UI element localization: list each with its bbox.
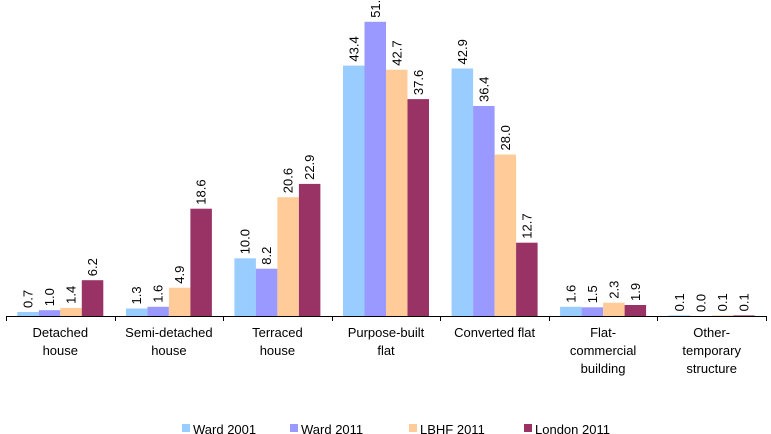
- data-label: 6.2: [85, 258, 100, 276]
- legend-swatch: [524, 424, 532, 432]
- data-label: 20.6: [281, 168, 296, 193]
- category-label: house: [260, 343, 295, 358]
- data-label: 43.4: [346, 36, 361, 61]
- data-label: 0.1: [737, 293, 752, 311]
- legend-swatch: [290, 424, 298, 432]
- legend-label: Ward 2011: [301, 422, 363, 434]
- bar: [494, 154, 517, 316]
- data-label: 36.4: [476, 77, 491, 102]
- data-label: 1.0: [42, 288, 57, 306]
- data-label: 1.6: [151, 285, 166, 303]
- bars-layer: [17, 21, 755, 317]
- legend-label: London 2011: [535, 422, 610, 434]
- bar: [581, 307, 604, 316]
- data-label: 42.9: [455, 39, 470, 64]
- legend-swatch: [409, 424, 417, 432]
- data-label: 42.7: [389, 40, 404, 65]
- category-label: Flat-: [590, 325, 616, 340]
- bar: [473, 106, 495, 316]
- data-label: 51.: [368, 0, 383, 18]
- data-label: 0.1: [715, 293, 730, 311]
- data-label: 12.7: [519, 213, 534, 238]
- legend-label: LBHF 2011: [420, 422, 485, 434]
- legend: Ward 2001 Ward 2011 LBHF 2011 London 2011: [182, 422, 610, 434]
- data-label: 1.5: [585, 285, 600, 303]
- category-label: temporary: [682, 343, 741, 358]
- bar: [451, 68, 474, 316]
- category-label: Converted flat: [454, 325, 535, 340]
- category-label: Detached: [32, 325, 88, 340]
- bar: [125, 308, 148, 316]
- legend-label: Ward 2001: [193, 422, 256, 434]
- data-label: 1.4: [64, 286, 79, 304]
- data-label: 37.6: [411, 70, 426, 95]
- data-label: 8.2: [259, 247, 274, 265]
- data-label: 0.7: [21, 290, 36, 308]
- bar: [147, 306, 169, 316]
- data-label: 18.6: [194, 179, 209, 204]
- bar: [190, 208, 212, 316]
- category-labels: Detached house Semi-detached house Terraced h…: [32, 325, 741, 376]
- data-label: 2.3: [606, 281, 621, 299]
- bar: [343, 65, 365, 316]
- category-label: Other-: [693, 325, 730, 340]
- category-label: house: [151, 343, 186, 358]
- bar: [386, 69, 408, 316]
- category-label: Terraced: [252, 325, 303, 340]
- bar: [711, 315, 734, 316]
- bar: [38, 310, 61, 316]
- data-label: 0.0: [694, 294, 709, 312]
- bar: [364, 21, 386, 317]
- bar: [168, 287, 191, 316]
- data-label: 1.6: [563, 285, 578, 303]
- data-label: 28.0: [498, 125, 513, 150]
- bar: [234, 258, 256, 316]
- bar: [407, 99, 429, 316]
- bar: [298, 183, 321, 316]
- category-label: Semi-detached: [125, 325, 212, 340]
- category-label: flat: [377, 343, 395, 358]
- category-label: structure: [686, 361, 737, 376]
- bar: [17, 312, 39, 316]
- data-label: 22.9: [302, 155, 317, 180]
- data-label: 10.0: [238, 229, 253, 254]
- category-dividers: [6, 316, 767, 321]
- bar: [733, 315, 755, 316]
- data-label: 1.3: [129, 286, 144, 304]
- data-labels-layer: 0.7 1.0 1.4 6.2 1.3 1.6 4.9 18.6 10.0 8.2 20.6 22.9…: [21, 0, 752, 312]
- category-label: house: [43, 343, 78, 358]
- bar: [668, 315, 691, 316]
- data-label: 1.9: [628, 283, 643, 301]
- category-label: commercial: [570, 343, 637, 358]
- data-label: 4.9: [172, 266, 187, 284]
- data-label: 0.1: [672, 293, 687, 311]
- bar: [560, 306, 582, 316]
- bar: [60, 307, 82, 316]
- category-label: Purpose-built: [348, 325, 425, 340]
- bar: [603, 302, 625, 316]
- bar: [624, 305, 647, 316]
- bar: [516, 242, 538, 316]
- bar: [255, 268, 278, 316]
- bar: [277, 197, 299, 316]
- bar: [81, 280, 104, 316]
- category-label: building: [581, 361, 626, 376]
- legend-swatch: [182, 424, 190, 432]
